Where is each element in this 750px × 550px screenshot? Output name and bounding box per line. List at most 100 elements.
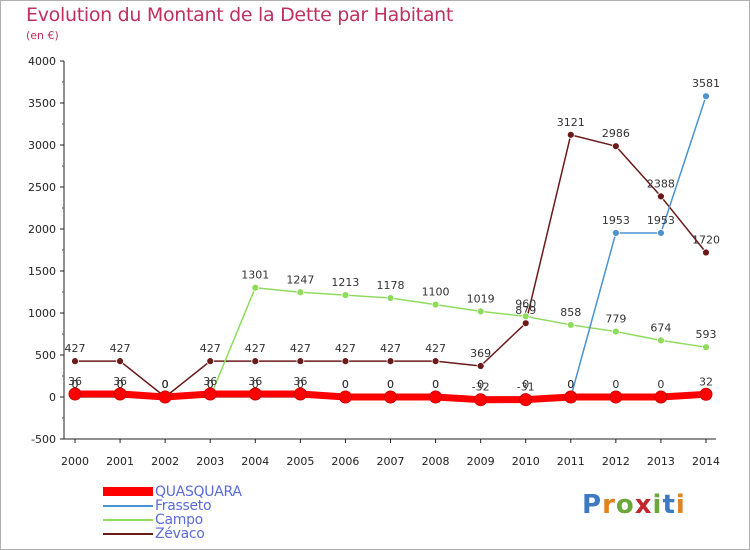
y-tick-label: 2000	[28, 223, 56, 236]
data-point-campo	[611, 327, 620, 336]
y-tick-label: -500	[31, 433, 56, 446]
data-point-quasquara	[654, 390, 668, 404]
x-tick-label: 2007	[377, 455, 405, 468]
data-point-quasquara	[68, 387, 82, 401]
data-label-zevaco: 2986	[602, 127, 630, 140]
data-point-campo	[521, 312, 530, 321]
data-label-zevaco: 427	[245, 342, 266, 355]
data-label-frasseto: 0	[72, 378, 79, 391]
data-point-quasquara	[564, 390, 578, 404]
data-label-frasseto: 1953	[602, 214, 630, 227]
x-tick-label: 2005	[286, 455, 314, 468]
data-label-quasquara: 0	[162, 378, 169, 391]
data-label-quasquara: 36	[248, 375, 262, 388]
x-tick-label: 2012	[602, 455, 630, 468]
chart-subtitle: (en €)	[26, 29, 59, 42]
data-point-zevaco	[206, 357, 215, 366]
data-point-quasquara	[113, 387, 127, 401]
data-point-quasquara	[338, 390, 352, 404]
legend-label-quasquara: QUASQUARA	[155, 484, 242, 500]
data-point-frasseto	[611, 229, 620, 237]
data-point-zevaco	[476, 362, 485, 370]
data-point-campo	[251, 283, 260, 292]
data-label-quasquara: 36	[113, 375, 127, 388]
data-label-zevaco: 879	[515, 304, 536, 317]
legend-label-zevaco: Zévaco	[155, 526, 205, 542]
y-tick-label: 0	[49, 391, 56, 404]
data-point-campo	[476, 307, 485, 316]
data-label-quasquara: 0	[387, 378, 394, 391]
x-tick-label: 2011	[557, 455, 585, 468]
data-label-zevaco: 427	[290, 342, 311, 355]
data-point-campo	[296, 288, 305, 297]
chart-title: Evolution du Montant de la Dette par Hab…	[26, 4, 454, 26]
data-point-zevaco	[71, 357, 79, 366]
data-label-frasseto: 0	[297, 378, 304, 391]
data-point-campo	[566, 321, 575, 329]
x-tick-label: 2006	[331, 455, 359, 468]
logo-letter: o	[615, 490, 635, 520]
data-point-zevaco	[386, 357, 395, 366]
data-label-campo: 0	[117, 378, 124, 391]
data-point-quasquara	[474, 393, 488, 407]
logo-letter: r	[602, 490, 616, 520]
data-point-campo	[386, 294, 395, 302]
x-tick-label: 2010	[512, 455, 540, 468]
y-tick-label: 2500	[28, 181, 56, 194]
data-label-campo: 1178	[377, 279, 405, 292]
data-label-zevaco: 427	[200, 342, 221, 355]
data-label-quasquara: -31	[517, 381, 535, 394]
data-point-campo	[341, 291, 350, 300]
data-label-quasquara: 0	[342, 378, 349, 391]
y-tick-label: 500	[35, 349, 56, 362]
legend-swatch-quasquara	[103, 487, 153, 496]
data-label-campo: 0	[162, 378, 169, 391]
data-point-quasquara	[248, 387, 262, 401]
data-label-campo: 1100	[422, 286, 450, 299]
data-point-zevaco	[702, 248, 710, 257]
x-tick-label: 2000	[61, 455, 89, 468]
data-label-campo: 1301	[241, 269, 269, 282]
data-label-quasquara: 32	[699, 375, 713, 388]
data-point-quasquara	[429, 390, 443, 404]
data-label-zevaco: 3121	[557, 116, 585, 129]
data-label-campo: 0	[72, 378, 79, 391]
data-point-campo	[657, 336, 665, 345]
data-label-frasseto: 0	[207, 378, 214, 391]
data-label-quasquara: -32	[472, 381, 490, 394]
data-point-quasquara	[293, 387, 307, 401]
data-point-quasquara	[609, 390, 623, 404]
data-point-zevaco	[251, 357, 260, 366]
logo-letter: i	[652, 490, 663, 520]
data-point-quasquara	[519, 393, 533, 407]
data-label-zevaco: 1720	[692, 234, 720, 247]
data-point-zevaco	[566, 130, 575, 139]
data-label-quasquara: 0	[612, 378, 619, 391]
data-label-zevaco: 427	[65, 342, 86, 355]
data-label-quasquara: 0	[432, 378, 439, 391]
data-point-quasquara	[203, 387, 217, 401]
data-label-campo: 0	[207, 378, 214, 391]
data-label-frasseto: 0	[252, 378, 259, 391]
data-label-quasquara: 36	[68, 375, 82, 388]
data-label-frasseto: 0	[387, 378, 394, 391]
data-label-campo: 1247	[286, 273, 314, 286]
x-tick-label: 2004	[241, 455, 269, 468]
data-label-quasquara: 0	[657, 378, 664, 391]
data-label-frasseto: 0	[432, 378, 439, 391]
legend-swatch-campo	[103, 519, 153, 521]
y-tick-label: 3500	[28, 97, 56, 110]
legend-swatch-zevaco	[103, 533, 153, 535]
data-point-quasquara	[384, 390, 397, 404]
data-point-campo	[431, 300, 440, 309]
data-label-frasseto: 0	[117, 378, 124, 391]
legend-label-campo: Campo	[155, 512, 203, 528]
data-label-campo: 674	[650, 321, 671, 334]
logo-letter: t	[662, 490, 676, 520]
x-tick-label: 2002	[151, 455, 179, 468]
x-tick-label: 2008	[422, 455, 450, 468]
data-label-campo: 960	[515, 297, 536, 310]
data-label-frasseto: 0	[522, 378, 529, 391]
